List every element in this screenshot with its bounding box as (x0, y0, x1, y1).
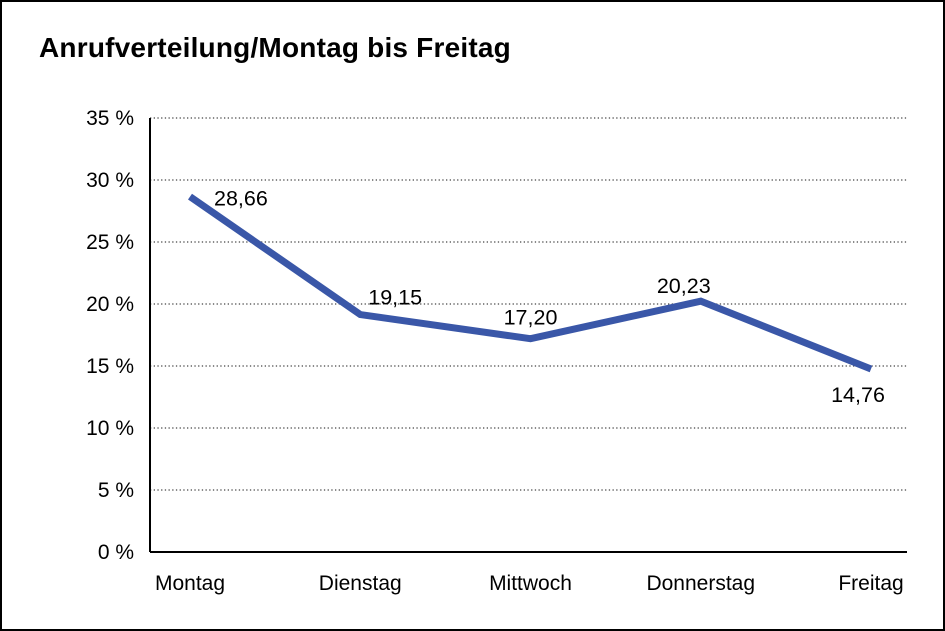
y-tick-label: 30 % (86, 169, 134, 192)
data-point-label: 19,15 (368, 286, 422, 310)
data-point-label: 28,66 (214, 187, 268, 211)
x-tick-label: Donnerstag (646, 572, 755, 595)
y-tick-label: 5 % (98, 479, 134, 502)
data-point-label: 17,20 (504, 306, 558, 330)
y-tick-label: 10 % (86, 417, 134, 440)
data-point-label: 14,76 (831, 383, 885, 407)
y-tick-label: 35 % (86, 107, 134, 130)
y-tick-label: 0 % (98, 541, 134, 564)
x-tick-label: Mittwoch (489, 572, 572, 595)
data-point-label: 20,23 (657, 274, 711, 298)
x-tick-label: Dienstag (319, 572, 402, 595)
data-series-line (188, 193, 873, 373)
y-tick-label: 20 % (86, 293, 134, 316)
chart-title: Anrufverteilung/Montag bis Freitag (39, 32, 511, 63)
y-tick-label: 15 % (86, 355, 134, 378)
y-tick-label: 25 % (86, 231, 134, 254)
x-tick-label: Montag (155, 572, 225, 595)
x-tick-label: Freitag (838, 572, 903, 595)
